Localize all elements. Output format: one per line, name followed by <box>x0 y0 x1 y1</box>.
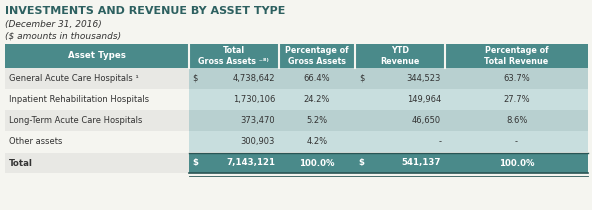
Bar <box>189 110 279 131</box>
Text: $: $ <box>192 74 198 83</box>
Bar <box>5 89 588 110</box>
Bar <box>189 68 279 89</box>
Bar <box>189 131 279 152</box>
Text: 63.7%: 63.7% <box>503 74 530 83</box>
Text: (December 31, 2016): (December 31, 2016) <box>5 20 102 29</box>
Text: Long-Term Acute Care Hospitals: Long-Term Acute Care Hospitals <box>9 116 142 125</box>
Text: Other assets: Other assets <box>9 137 62 146</box>
Text: Percentage of
Total Revenue: Percentage of Total Revenue <box>484 46 549 66</box>
Text: 1,730,106: 1,730,106 <box>233 95 275 104</box>
Bar <box>355 131 445 152</box>
Text: Total
Gross Assets ⁻⁸⁾: Total Gross Assets ⁻⁸⁾ <box>198 46 269 66</box>
Text: 100.0%: 100.0% <box>299 159 334 168</box>
Text: 46,650: 46,650 <box>412 116 441 125</box>
Text: 24.2%: 24.2% <box>304 95 330 104</box>
Bar <box>445 131 588 152</box>
Bar <box>189 153 279 173</box>
Bar <box>355 68 445 89</box>
Text: 8.6%: 8.6% <box>506 116 527 125</box>
Text: 541,137: 541,137 <box>401 159 441 168</box>
Bar <box>445 44 588 68</box>
Bar <box>445 89 588 110</box>
Bar <box>355 153 445 173</box>
Text: 344,523: 344,523 <box>407 74 441 83</box>
Bar <box>5 153 189 173</box>
Text: 100.0%: 100.0% <box>499 159 535 168</box>
Bar <box>279 44 355 68</box>
Bar <box>189 44 279 68</box>
Bar <box>355 89 445 110</box>
Bar <box>445 153 588 173</box>
Text: $: $ <box>192 159 199 168</box>
Bar <box>189 153 279 173</box>
Bar <box>445 110 588 131</box>
Text: 7,143,121: 7,143,121 <box>226 159 275 168</box>
Text: Total: Total <box>9 159 33 168</box>
Text: YTD
Revenue: YTD Revenue <box>380 46 420 66</box>
Bar <box>279 110 355 131</box>
Bar <box>5 68 588 89</box>
Bar <box>445 68 588 89</box>
Text: Inpatient Rehabilitation Hospitals: Inpatient Rehabilitation Hospitals <box>9 95 149 104</box>
Bar <box>355 110 445 131</box>
Bar <box>355 44 445 68</box>
Text: Asset Types: Asset Types <box>68 51 126 60</box>
Bar <box>189 89 279 110</box>
Text: 4,738,642: 4,738,642 <box>233 74 275 83</box>
Bar <box>279 68 355 89</box>
Text: Percentage of
Gross Assets: Percentage of Gross Assets <box>285 46 349 66</box>
Text: INVESTMENTS AND REVENUE BY ASSET TYPE: INVESTMENTS AND REVENUE BY ASSET TYPE <box>5 6 285 16</box>
Text: 27.7%: 27.7% <box>503 95 530 104</box>
Text: 4.2%: 4.2% <box>306 137 327 146</box>
Bar <box>355 153 445 173</box>
Text: $: $ <box>359 74 364 83</box>
Bar <box>279 89 355 110</box>
Text: 149,964: 149,964 <box>407 95 441 104</box>
Text: 66.4%: 66.4% <box>304 74 330 83</box>
Text: 5.2%: 5.2% <box>306 116 327 125</box>
Text: General Acute Care Hospitals ¹: General Acute Care Hospitals ¹ <box>9 74 139 83</box>
Bar <box>5 110 588 131</box>
Text: 373,470: 373,470 <box>240 116 275 125</box>
Bar <box>279 153 355 173</box>
Text: -: - <box>438 137 441 146</box>
Bar <box>279 131 355 152</box>
Text: -: - <box>515 137 518 146</box>
Text: 300,903: 300,903 <box>240 137 275 146</box>
Text: $: $ <box>359 159 365 168</box>
Bar <box>5 44 189 68</box>
Bar <box>5 131 588 152</box>
Text: ($ amounts in thousands): ($ amounts in thousands) <box>5 32 121 41</box>
